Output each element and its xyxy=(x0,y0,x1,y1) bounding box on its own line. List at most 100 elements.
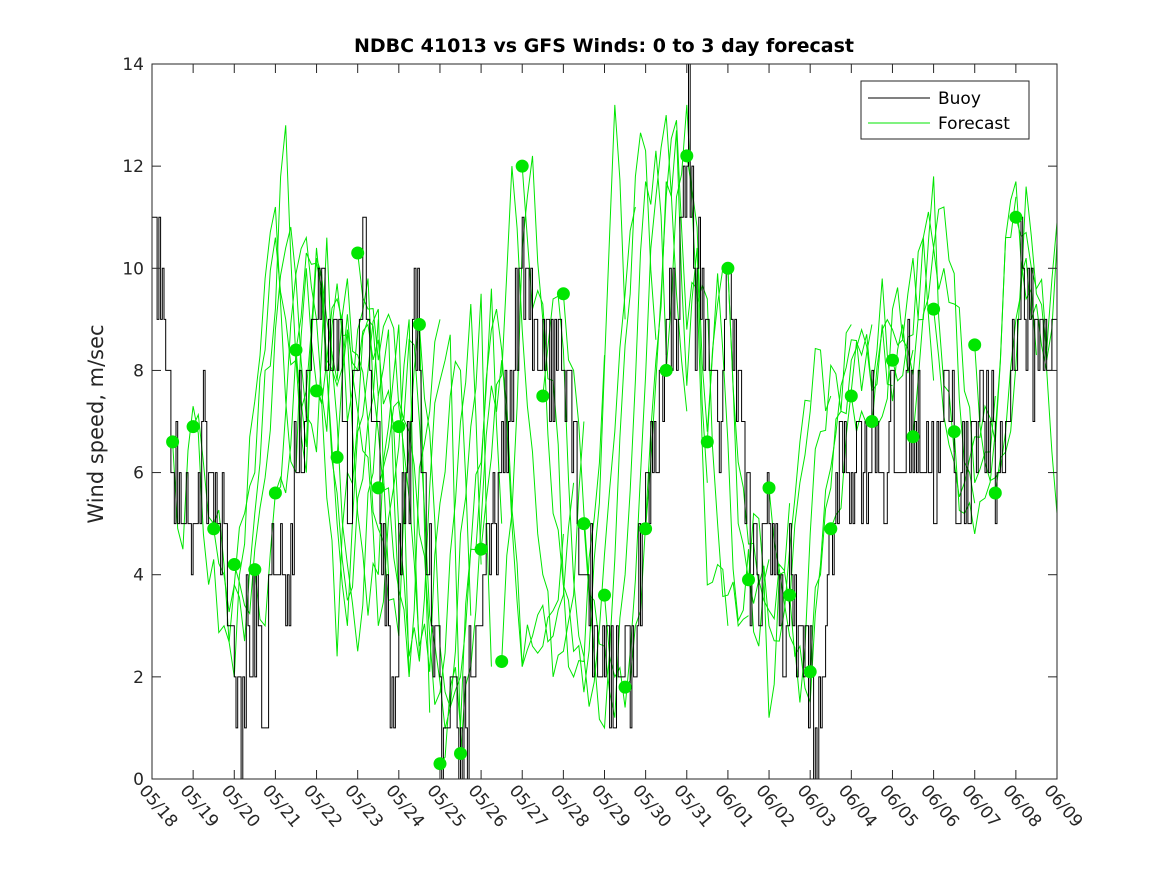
x-tick-label: 06/06 xyxy=(916,781,963,831)
x-tick-label: 06/03 xyxy=(793,781,840,831)
forecast-init-marker-7 xyxy=(310,384,323,398)
y-tick-label: 4 xyxy=(133,566,144,586)
y-tick-label: 2 xyxy=(133,668,144,688)
y-axis-label: Wind speed, m/sec xyxy=(84,324,108,523)
forecast-init-marker-38 xyxy=(947,425,961,439)
y-tick-label: 0 xyxy=(133,770,144,790)
plot-area xyxy=(152,64,1057,779)
x-tick-label: 05/20 xyxy=(217,781,264,831)
forecast-init-marker-27 xyxy=(721,261,735,275)
forecast-line-23 xyxy=(645,120,729,626)
x-tick-label: 06/09 xyxy=(1040,781,1087,831)
forecast-init-marker-15 xyxy=(474,542,488,556)
x-tick-label: 05/18 xyxy=(135,781,182,831)
forecast-init-marker-4 xyxy=(248,563,262,577)
buoy-line xyxy=(152,64,1057,779)
forecast-init-marker-41 xyxy=(1009,210,1023,224)
forecast-init-marker-22 xyxy=(618,680,632,694)
legend-label-buoy: Buoy xyxy=(938,89,981,109)
y-tick-label: 12 xyxy=(122,157,144,177)
x-tick-label: 06/02 xyxy=(752,781,799,831)
x-tick-label: 05/30 xyxy=(628,781,675,831)
forecast-init-marker-6 xyxy=(289,343,303,357)
forecast-init-marker-17 xyxy=(515,159,529,173)
forecast-line-9 xyxy=(357,252,472,672)
forecast-init-marker-10 xyxy=(371,481,385,495)
forecast-init-marker-35 xyxy=(886,353,899,367)
forecast-line-10 xyxy=(377,303,482,705)
forecast-init-marker-13 xyxy=(433,757,447,771)
x-tick-label: 05/23 xyxy=(340,781,387,831)
x-tick-label: 05/26 xyxy=(464,781,511,831)
x-tick-label: 05/25 xyxy=(423,781,470,831)
legend: Buoy Forecast xyxy=(860,80,1030,140)
forecast-init-marker-28 xyxy=(742,573,755,587)
x-axis-ticks: 05/1805/1905/2005/2105/2205/2305/2405/25… xyxy=(135,64,1087,832)
forecast-line-36 xyxy=(912,247,996,483)
forecast-init-marker-18 xyxy=(536,389,550,403)
forecast-line-40 xyxy=(994,257,1057,514)
forecast-line-18 xyxy=(542,206,636,707)
forecast-line-31 xyxy=(809,324,893,672)
forecast-init-marker-5 xyxy=(268,486,282,500)
forecast-init-marker-21 xyxy=(598,588,611,602)
forecast-line-7 xyxy=(316,278,441,677)
legend-box xyxy=(860,80,1030,140)
forecast-line-11 xyxy=(398,293,492,729)
forecast-init-marker-20 xyxy=(577,517,591,531)
legend-label-forecast: Forecast xyxy=(938,114,1010,134)
y-axis-ticks: 0 2 4 6 8 10 12 14 xyxy=(122,55,1057,790)
forecast-init-marker-11 xyxy=(392,420,406,434)
forecast-init-marker-25 xyxy=(680,149,694,163)
forecast-init-marker-36 xyxy=(906,430,920,444)
x-tick-label: 05/21 xyxy=(258,781,305,831)
forecast-line-12 xyxy=(418,288,503,710)
forecast-line-0 xyxy=(172,237,379,643)
forecast-init-marker-32 xyxy=(824,522,838,536)
forecast-init-marker-16 xyxy=(495,655,509,668)
plot-content xyxy=(152,64,1057,779)
forecast-init-marker-26 xyxy=(700,435,714,449)
forecast-line-24 xyxy=(665,104,749,628)
forecast-init-marker-37 xyxy=(927,302,941,316)
forecast-init-marker-2 xyxy=(207,522,221,536)
forecast-line-21 xyxy=(604,115,688,708)
x-tick-label: 05/28 xyxy=(546,781,593,831)
forecast-init-marker-12 xyxy=(412,318,426,331)
x-tick-label: 05/29 xyxy=(587,781,634,831)
forecast-init-marker-30 xyxy=(783,588,797,602)
forecast-line-33 xyxy=(850,237,935,432)
forecast-init-marker-0 xyxy=(166,435,180,449)
forecast-line-15 xyxy=(480,166,585,678)
forecast-init-marker-9 xyxy=(351,246,365,260)
forecast-line-27 xyxy=(727,268,811,642)
y-tick-label: 14 xyxy=(122,55,144,75)
forecast-init-marker-34 xyxy=(865,415,879,428)
forecast-init-marker-31 xyxy=(803,665,817,679)
x-tick-label: 05/22 xyxy=(299,781,346,831)
forecast-line-3 xyxy=(233,226,400,652)
forecast-init-marker-19 xyxy=(556,287,570,301)
forecast-line-34 xyxy=(871,176,955,453)
forecast-init-marker-1 xyxy=(186,420,200,434)
forecast-init-marker-8 xyxy=(330,450,344,464)
forecast-init-marker-33 xyxy=(844,389,858,403)
forecast-line-4 xyxy=(254,235,410,677)
forecast-init-marker-24 xyxy=(659,363,673,377)
y-tick-label: 8 xyxy=(133,361,144,381)
x-tick-label: 06/05 xyxy=(875,781,922,831)
x-tick-label: 06/07 xyxy=(957,781,1004,831)
forecast-line-5 xyxy=(274,252,420,657)
forecast-line-30 xyxy=(789,324,873,703)
x-tick-label: 06/01 xyxy=(710,781,757,831)
forecast-init-marker-23 xyxy=(639,522,653,536)
chart-title: NDBC 41013 vs GFS Winds: 0 to 3 day fore… xyxy=(354,35,854,57)
x-tick-label: 05/27 xyxy=(505,781,552,831)
forecast-init-marker-40 xyxy=(988,486,1002,500)
x-tick-label: 06/08 xyxy=(998,781,1045,831)
forecast-init-marker-3 xyxy=(227,558,241,571)
forecast-init-marker-14 xyxy=(454,747,467,760)
y-tick-label: 6 xyxy=(133,464,144,484)
